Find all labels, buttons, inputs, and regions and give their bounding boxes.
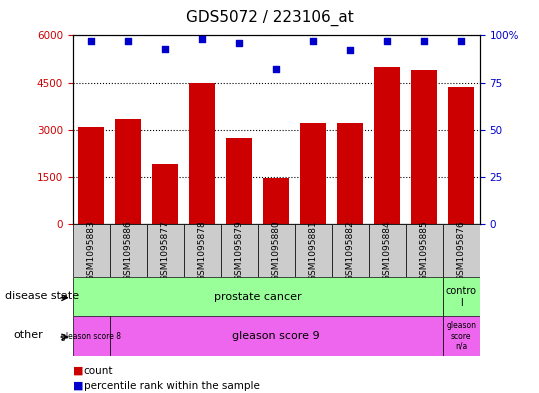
- Text: gleason
score
n/a: gleason score n/a: [446, 321, 476, 351]
- Text: GSM1095877: GSM1095877: [161, 220, 170, 281]
- Text: ■: ■: [73, 380, 83, 391]
- Text: gleason score 9: gleason score 9: [232, 331, 320, 341]
- Bar: [369, 224, 406, 277]
- Point: [420, 38, 429, 44]
- Point: [198, 36, 206, 42]
- Bar: [153, 164, 178, 224]
- Point: [235, 40, 244, 46]
- Bar: [411, 70, 437, 224]
- Text: GSM1095876: GSM1095876: [457, 220, 466, 281]
- Text: count: count: [84, 365, 113, 376]
- Bar: [443, 224, 480, 277]
- Bar: [184, 224, 221, 277]
- Bar: [300, 123, 326, 224]
- Point: [87, 38, 95, 44]
- Point: [272, 66, 281, 72]
- Point: [124, 38, 133, 44]
- Point: [309, 38, 317, 44]
- Bar: [337, 123, 363, 224]
- Bar: [110, 224, 147, 277]
- Text: percentile rank within the sample: percentile rank within the sample: [84, 380, 259, 391]
- Bar: [406, 224, 443, 277]
- Text: GSM1095882: GSM1095882: [345, 220, 355, 281]
- Bar: [258, 224, 295, 277]
- Bar: [73, 316, 110, 356]
- Point: [457, 38, 466, 44]
- Bar: [115, 119, 141, 224]
- Point: [346, 47, 355, 53]
- Text: GSM1095885: GSM1095885: [420, 220, 429, 281]
- Bar: [226, 138, 252, 224]
- Point: [383, 38, 391, 44]
- Text: gleason score 8: gleason score 8: [61, 332, 121, 340]
- Bar: [295, 224, 331, 277]
- Text: other: other: [13, 330, 43, 340]
- Text: GSM1095886: GSM1095886: [124, 220, 133, 281]
- Text: GSM1095879: GSM1095879: [235, 220, 244, 281]
- Text: prostate cancer: prostate cancer: [214, 292, 301, 302]
- Text: GSM1095884: GSM1095884: [383, 220, 392, 281]
- Bar: [189, 83, 215, 224]
- Bar: [374, 67, 400, 224]
- Bar: [78, 127, 104, 224]
- Point: [161, 46, 170, 52]
- Bar: [331, 224, 369, 277]
- Bar: [448, 87, 474, 224]
- Bar: [443, 316, 480, 356]
- Text: GDS5072 / 223106_at: GDS5072 / 223106_at: [185, 10, 354, 26]
- Bar: [263, 178, 289, 224]
- Text: GSM1095881: GSM1095881: [309, 220, 317, 281]
- Bar: [443, 277, 480, 316]
- Bar: [221, 224, 258, 277]
- Bar: [147, 224, 184, 277]
- Text: disease state: disease state: [5, 290, 80, 301]
- Bar: [73, 224, 110, 277]
- Text: GSM1095878: GSM1095878: [198, 220, 207, 281]
- Text: GSM1095883: GSM1095883: [87, 220, 96, 281]
- Text: contro
l: contro l: [446, 286, 476, 307]
- Text: GSM1095880: GSM1095880: [272, 220, 281, 281]
- Bar: [110, 316, 443, 356]
- Text: ■: ■: [73, 365, 83, 376]
